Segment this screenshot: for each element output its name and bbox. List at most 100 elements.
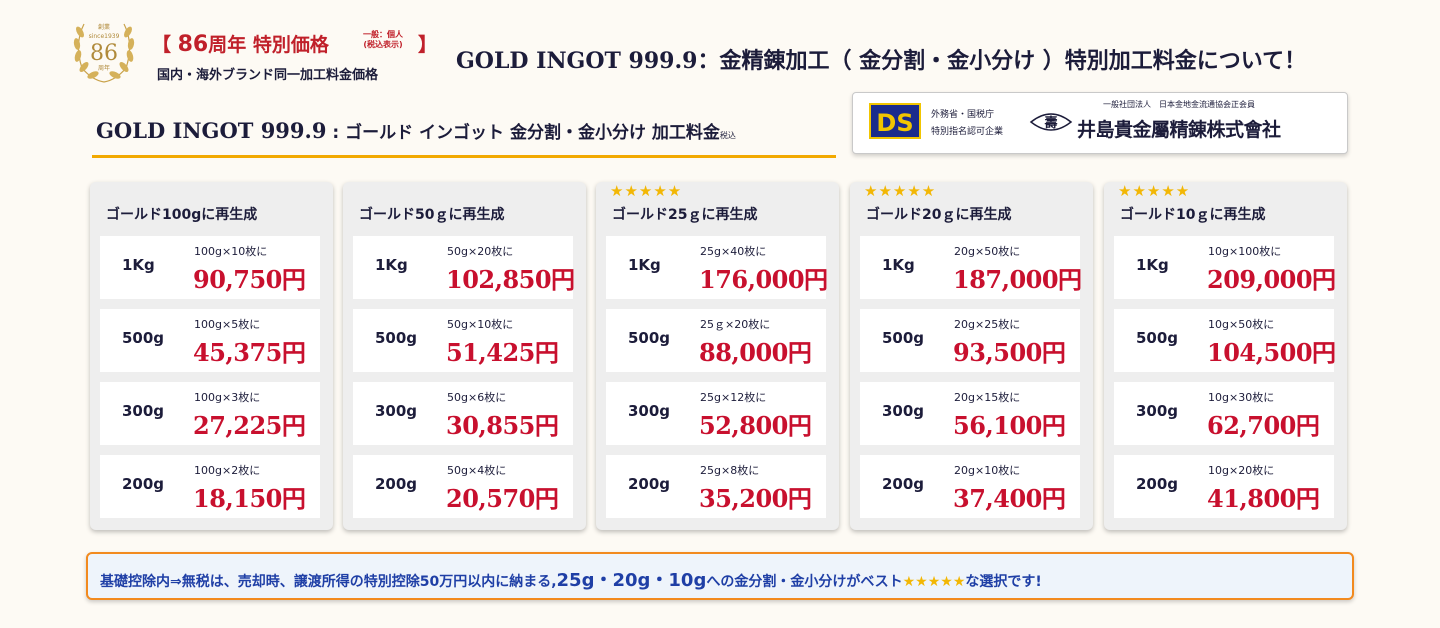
row-weight: 500g bbox=[882, 329, 925, 347]
row-weight: 1Kg bbox=[628, 256, 661, 274]
row-weight: 500g bbox=[122, 329, 165, 347]
row-detail: 10g×100枚に bbox=[1208, 245, 1282, 258]
company-name: 井島貴金屬精錬株式會社 bbox=[1077, 119, 1281, 141]
row-detail: 50g×4枚に bbox=[447, 464, 507, 477]
rating-stars: ★★★★★ bbox=[1118, 182, 1191, 200]
row-weight: 1Kg bbox=[882, 256, 915, 274]
row-detail: 100g×2枚に bbox=[194, 464, 261, 477]
price-panel-20g: ★★★★★ ゴールド20ｇに再生成 1Kg 20g×50枚に 187,000円 50… bbox=[850, 182, 1093, 530]
ds-logo: DS bbox=[869, 103, 921, 139]
row-weight: 300g bbox=[1136, 402, 1179, 420]
tax-note: 一般：個人 (税込表示) bbox=[363, 30, 403, 50]
price-row: 500g 25ｇ×20枚に 88,000円 bbox=[606, 309, 826, 372]
price-panel-100g: ゴールド100gに再生成 1Kg 100g×10枚に 90,750円 500g 100… bbox=[90, 182, 333, 530]
row-detail: 50g×6枚に bbox=[447, 391, 507, 404]
emblem-char: 壽 bbox=[1044, 115, 1057, 131]
row-detail: 50g×10枚に bbox=[447, 318, 514, 331]
row-price: 20,570円 bbox=[446, 484, 559, 513]
section-title-en: GOLD INGOT 999.9 bbox=[96, 118, 327, 143]
price-row: 500g 50g×10枚に 51,425円 bbox=[353, 309, 573, 372]
note-part2: への金分割・金小分けがベスト bbox=[706, 574, 903, 590]
row-detail: 20g×25枚に bbox=[954, 318, 1021, 331]
row-weight: 1Kg bbox=[122, 256, 155, 274]
title-bracket-close: 】 bbox=[418, 34, 438, 56]
note-part1: 基礎控除内⇒無税は、売却時、譲渡所得の特別控除50万円以内に納まる, bbox=[100, 574, 557, 590]
section-title-tax: 税込 bbox=[719, 131, 736, 140]
title-number: 86 bbox=[177, 32, 209, 57]
row-detail: 20g×10枚に bbox=[954, 464, 1021, 477]
row-price: 90,750円 bbox=[193, 265, 306, 294]
badge-bottom-text: 周年 bbox=[98, 64, 110, 72]
row-detail: 25g×8枚に bbox=[700, 464, 760, 477]
authorization-line1: 外務省・国税庁 bbox=[931, 110, 995, 120]
row-price: 41,800円 bbox=[1207, 484, 1320, 513]
price-row: 200g 50g×4枚に 20,570円 bbox=[353, 455, 573, 518]
row-weight: 200g bbox=[628, 475, 671, 493]
main-title: GOLD INGOT 999.9：金精錬加工（ 金分割・金小分け ）特別加工料金… bbox=[456, 43, 1306, 75]
price-row: 500g 20g×25枚に 93,500円 bbox=[860, 309, 1080, 372]
row-price: 35,200円 bbox=[699, 484, 812, 513]
row-weight: 500g bbox=[628, 329, 671, 347]
row-weight: 1Kg bbox=[375, 256, 408, 274]
row-weight: 200g bbox=[1136, 475, 1179, 493]
row-price: 187,000円 bbox=[953, 265, 1082, 294]
row-price: 45,375円 bbox=[193, 338, 306, 367]
price-row: 200g 100g×2枚に 18,150円 bbox=[100, 455, 320, 518]
main-title-en: GOLD INGOT 999.9 bbox=[456, 48, 698, 74]
price-row: 1Kg 25g×40枚に 176,000円 bbox=[606, 236, 828, 299]
tax-note-line1: 一般：個人 bbox=[363, 30, 403, 39]
title-bracket-open: 【 bbox=[152, 34, 178, 56]
row-detail: 100g×3枚に bbox=[194, 391, 261, 404]
row-weight: 1Kg bbox=[1136, 256, 1169, 274]
tax-note-line2: (税込表示) bbox=[363, 40, 403, 49]
price-row: 300g 50g×6枚に 30,855円 bbox=[353, 382, 573, 445]
panel-title: ゴールド25ｇに再生成 bbox=[612, 207, 758, 223]
row-price: 93,500円 bbox=[953, 338, 1066, 367]
price-row: 200g 10g×20枚に 41,800円 bbox=[1114, 455, 1334, 518]
row-price: 104,500円 bbox=[1207, 338, 1336, 367]
price-row: 300g 100g×3枚に 27,225円 bbox=[100, 382, 320, 445]
price-row: 1Kg 50g×20枚に 102,850円 bbox=[353, 236, 575, 299]
main-title-jp: ：金精錬加工（ 金分割・金小分け ）特別加工料金について！ bbox=[697, 49, 1307, 74]
row-detail: 10g×20枚に bbox=[1208, 464, 1275, 477]
section-title: GOLD INGOT 999.9 : ゴールド インゴット 金分割・金小分け 加… bbox=[96, 118, 736, 143]
price-row: 300g 25g×12枚に 52,800円 bbox=[606, 382, 826, 445]
row-weight: 300g bbox=[122, 402, 165, 420]
row-weight: 300g bbox=[628, 402, 671, 420]
section-underline bbox=[92, 155, 836, 158]
row-price: 209,000円 bbox=[1207, 265, 1336, 294]
badge-since-text: since1939 bbox=[89, 33, 120, 40]
row-price: 51,425円 bbox=[446, 338, 559, 367]
rating-stars: ★★★★★ bbox=[610, 182, 683, 200]
row-weight: 500g bbox=[1136, 329, 1179, 347]
panel-title: ゴールド50ｇに再生成 bbox=[359, 207, 505, 223]
row-price: 56,100円 bbox=[953, 411, 1066, 440]
price-row: 1Kg 100g×10枚に 90,750円 bbox=[100, 236, 320, 299]
row-detail: 25g×12枚に bbox=[700, 391, 767, 404]
price-row: 1Kg 10g×100枚に 209,000円 bbox=[1114, 236, 1336, 299]
row-price: 52,800円 bbox=[699, 411, 812, 440]
note-stars: ★★★★★ bbox=[902, 574, 966, 590]
row-price: 88,000円 bbox=[699, 338, 812, 367]
note-text: 基礎控除内⇒無税は、売却時、譲渡所得の特別控除50万円以内に納まる,25g・20… bbox=[100, 566, 1042, 592]
price-panel-25g: ★★★★★ ゴールド25ｇに再生成 1Kg 25g×40枚に 176,000円 50… bbox=[596, 182, 839, 530]
rating-stars: ★★★★★ bbox=[864, 182, 937, 200]
row-weight: 300g bbox=[882, 402, 925, 420]
row-price: 37,400円 bbox=[953, 484, 1066, 513]
row-price: 27,225円 bbox=[193, 411, 306, 440]
panel-title: ゴールド20ｇに再生成 bbox=[866, 207, 1012, 223]
section-title-jp: : ゴールド インゴット 金分割・金小分け 加工料金 bbox=[326, 123, 720, 143]
row-detail: 10g×30枚に bbox=[1208, 391, 1275, 404]
row-weight: 300g bbox=[375, 402, 418, 420]
row-price: 176,000円 bbox=[699, 265, 828, 294]
company-banner: DS 外務省・国税庁 特別指名認可企業 壽 一般社団法人 日本金地金流通協会正会… bbox=[852, 92, 1348, 154]
row-detail: 100g×5枚に bbox=[194, 318, 261, 331]
badge-number: 86 bbox=[90, 41, 118, 66]
price-row: 300g 10g×30枚に 62,700円 bbox=[1114, 382, 1334, 445]
note-part3: な選択です! bbox=[965, 574, 1042, 590]
company-emblem-icon: 壽 bbox=[1029, 113, 1073, 131]
row-weight: 200g bbox=[375, 475, 418, 493]
price-row: 500g 100g×5枚に 45,375円 bbox=[100, 309, 320, 372]
price-row: 200g 20g×10枚に 37,400円 bbox=[860, 455, 1080, 518]
panel-title: ゴールド100gに再生成 bbox=[106, 207, 258, 223]
